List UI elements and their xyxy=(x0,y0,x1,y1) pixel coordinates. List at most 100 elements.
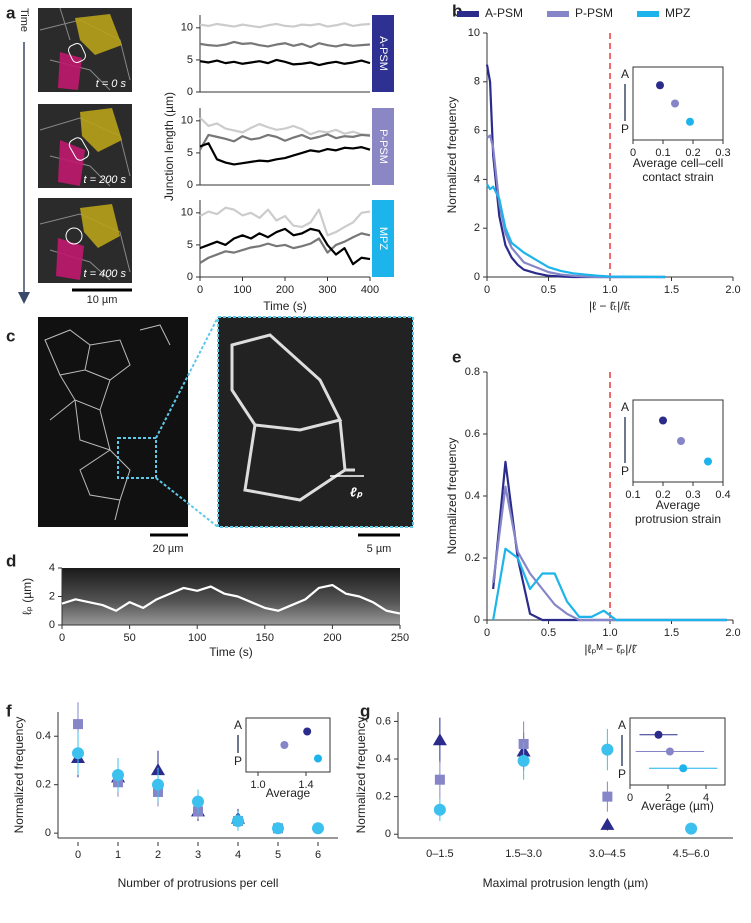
point xyxy=(600,817,615,830)
series-line xyxy=(199,22,371,29)
series-line xyxy=(486,183,666,279)
panel-label: e xyxy=(452,347,461,366)
time-lapse-images: Time t = 0 s t = 200 s t = 400 s 10 µm xyxy=(18,7,132,306)
scale-label: 5 µm xyxy=(367,543,392,555)
point xyxy=(112,769,124,781)
x-axis-label: Number of protrusions per cell xyxy=(118,876,279,890)
region-tag-label: MPZ xyxy=(377,227,389,251)
x-tick-label: 4.5–6.0 xyxy=(673,848,710,860)
y-tick-label: 0 xyxy=(474,271,480,283)
x-tick-label: 150 xyxy=(256,632,274,644)
y-tick-label: 10 xyxy=(181,22,193,34)
point xyxy=(601,743,614,756)
point xyxy=(685,822,698,835)
y-tick-label: 10 xyxy=(468,27,480,39)
panel-label: d xyxy=(6,551,16,570)
y-tick-label: 0 xyxy=(187,271,193,283)
y-tick-label: 0.4 xyxy=(376,753,391,765)
x-tick-label: 2 xyxy=(665,792,671,804)
region-tag xyxy=(372,15,394,92)
series-line xyxy=(199,206,371,237)
y-tick-label: 5 xyxy=(187,147,193,159)
x-tick-label: 1.0 xyxy=(602,284,617,296)
panel-label: f xyxy=(6,701,12,720)
x-axis-label: |ℓ − ℓ̄ₜ|/ℓ̄ₜ xyxy=(589,299,631,313)
y-tick-label: 0.2 xyxy=(465,552,480,564)
point xyxy=(679,764,688,773)
legend-label: A-PSM xyxy=(485,6,523,20)
x-tick-label: 2.0 xyxy=(725,284,740,296)
point xyxy=(232,815,244,828)
axis-end-label: A xyxy=(621,400,629,414)
x-axis-label: Maximal protrusion length (µm) xyxy=(483,876,649,890)
x-tick-label: 1.4 xyxy=(298,779,313,791)
x-axis-label: Time (s) xyxy=(263,299,307,313)
point xyxy=(72,747,84,760)
kymograph xyxy=(62,568,400,625)
y-axis-label: Junction length (µm) xyxy=(162,92,176,201)
x-tick-label: 0.1 xyxy=(625,489,640,501)
y-tick-label: 0.4 xyxy=(465,490,480,502)
series-line xyxy=(61,584,401,615)
y-tick-label: 5 xyxy=(187,54,193,66)
series-line xyxy=(199,116,371,137)
x-tick-label: 400 xyxy=(361,284,379,296)
series-line xyxy=(199,40,371,49)
point xyxy=(73,719,83,730)
point xyxy=(303,727,312,736)
y-axis-label: Normalized frequency xyxy=(445,97,459,214)
frame: t = 200 s xyxy=(38,104,132,188)
x-axis-label: Average cell–cell xyxy=(633,156,724,170)
point xyxy=(671,99,679,108)
x-axis-label: Average (µm) xyxy=(641,799,714,813)
x-tick-label: 0.5 xyxy=(541,627,556,639)
point xyxy=(602,791,613,802)
protrusion-images: ℓₚ 20 µm 5 µm xyxy=(38,316,414,555)
x-tick-label: 100 xyxy=(188,632,206,644)
x-tick-label: 0.3 xyxy=(685,489,700,501)
zoom-image xyxy=(217,316,414,528)
panel-label: c xyxy=(6,326,15,345)
time-label: Time xyxy=(18,8,30,32)
legend-label: P-PSM xyxy=(575,6,613,20)
x-tick-label: 0.5 xyxy=(541,284,556,296)
y-tick-label: 10 xyxy=(181,115,193,127)
point xyxy=(152,778,164,791)
x-axis-label: |ℓₚᴹ − ℓ̄ₚ|/ℓ̄ xyxy=(584,642,637,656)
overview-image xyxy=(38,317,188,527)
x-tick-label: 0 xyxy=(630,147,636,159)
y-tick-label: 4 xyxy=(49,562,55,574)
x-tick-label: 0 xyxy=(484,627,490,639)
region-tag xyxy=(372,200,394,277)
y-axis-label: ℓₚ (µm) xyxy=(20,578,34,615)
axis-end-label: P xyxy=(234,754,242,768)
y-tick-label: 0 xyxy=(45,827,51,839)
y-tick-label: 0.6 xyxy=(376,715,391,727)
x-axis-label: Time (s) xyxy=(209,645,253,659)
y-tick-label: 0.4 xyxy=(36,730,51,742)
point xyxy=(656,81,664,90)
scale-label: 20 µm xyxy=(153,543,184,555)
y-tick-label: 0.2 xyxy=(36,779,51,791)
series-line xyxy=(492,547,727,622)
panel-label: a xyxy=(6,3,16,22)
point xyxy=(686,117,694,126)
x-tick-label: 0 xyxy=(197,284,203,296)
point xyxy=(677,437,685,445)
y-tick-label: 0 xyxy=(187,86,193,98)
y-tick-label: 6 xyxy=(474,125,480,137)
x-tick-label: 2 xyxy=(155,849,161,861)
x-tick-label: 250 xyxy=(391,632,409,644)
point xyxy=(312,822,324,835)
frame: t = 400 s xyxy=(38,198,132,283)
region-tag-label: A-PSM xyxy=(377,36,389,71)
series-line xyxy=(199,133,371,151)
y-axis-label: Normalized frequency xyxy=(445,438,459,555)
panel-label: b xyxy=(452,1,462,20)
timestamp: t = 0 s xyxy=(96,78,127,90)
point xyxy=(517,754,530,767)
point xyxy=(314,754,322,763)
y-tick-label: 4 xyxy=(474,173,480,185)
x-tick-label: 200 xyxy=(276,284,294,296)
